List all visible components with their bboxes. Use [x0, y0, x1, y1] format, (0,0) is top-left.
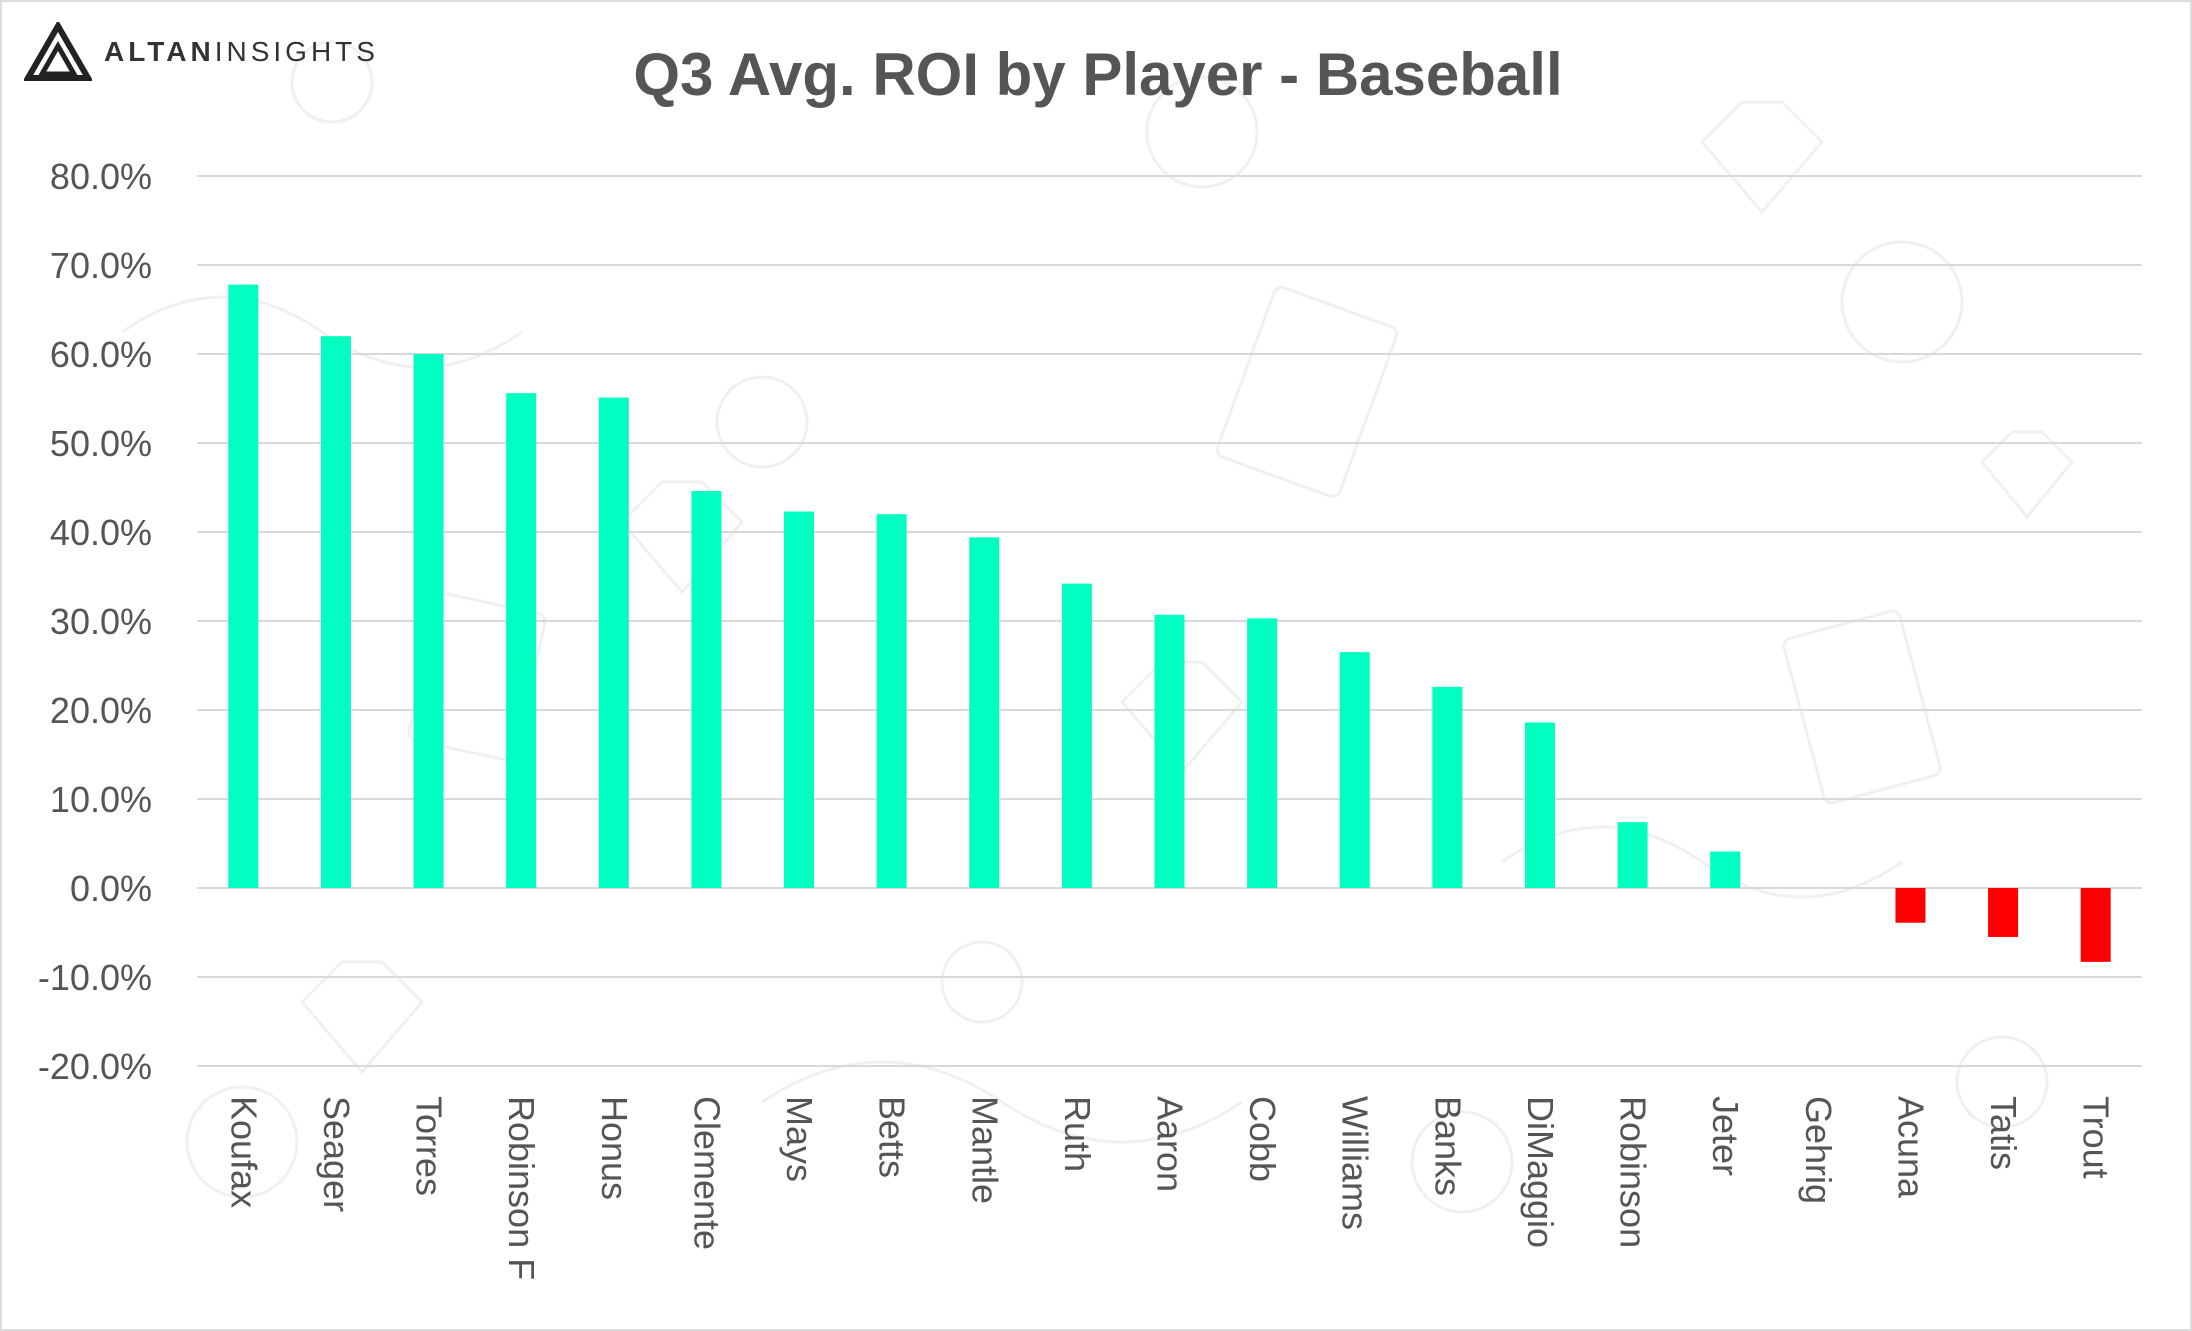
altan-triangle-logo-icon: [24, 22, 92, 81]
y-tick-label: 30.0%: [50, 601, 152, 642]
bar-clemente: [691, 491, 722, 888]
x-tick-label: Clemente: [686, 1096, 727, 1250]
bar-koufax: [228, 284, 259, 889]
x-tick-label: Robinson: [1613, 1096, 1654, 1248]
bar-acuna: [1895, 888, 1926, 923]
bar-jeter: [1710, 851, 1741, 888]
y-tick-label: 20.0%: [50, 690, 152, 731]
y-tick-label: 10.0%: [50, 779, 152, 820]
x-tick-label: Cobb: [1242, 1096, 1283, 1182]
bar-robinson-f: [506, 393, 537, 888]
x-tick-label: Honus: [594, 1096, 635, 1200]
bar-cobb: [1247, 618, 1278, 888]
x-tick-label: Trout: [2076, 1096, 2117, 1179]
bar-mays: [784, 511, 815, 888]
y-tick-label: 70.0%: [50, 245, 152, 286]
x-tick-label: Jeter: [1705, 1096, 1746, 1176]
x-tick-label: Banks: [1427, 1096, 1468, 1196]
chart-title: Q3 Avg. ROI by Player - Baseball: [633, 41, 1563, 108]
y-tick-label: -10.0%: [38, 957, 152, 998]
bar-betts: [876, 514, 907, 888]
brand-name-bold: ALTAN: [104, 36, 215, 67]
bar-torres: [413, 354, 444, 888]
x-tick-label: Mays: [779, 1096, 820, 1182]
y-tick-label: 50.0%: [50, 423, 152, 464]
bar-honus: [598, 397, 629, 888]
bar-seager: [320, 336, 351, 888]
x-tick-label: Torres: [409, 1096, 450, 1196]
y-tick-label: -20.0%: [38, 1046, 152, 1087]
x-tick-label: Acuna: [1890, 1096, 1931, 1199]
bar-banks: [1432, 686, 1463, 888]
bar-robinson: [1617, 822, 1648, 888]
brand-name: ALTANINSIGHTS: [104, 36, 379, 68]
x-tick-label: Betts: [872, 1096, 913, 1178]
x-tick-label: Seager: [316, 1096, 357, 1212]
bar-tatis: [1988, 888, 2019, 937]
bar-dimaggio: [1524, 722, 1555, 888]
brand-logo: ALTANINSIGHTS: [24, 22, 379, 82]
y-tick-label: 0.0%: [70, 868, 152, 909]
x-tick-label: Gehrig: [1798, 1096, 1839, 1204]
x-tick-label: Tatis: [1983, 1096, 2024, 1170]
bar-mantle: [969, 537, 1000, 888]
x-tick-label: Ruth: [1057, 1096, 1098, 1172]
bar-aaron: [1154, 614, 1185, 888]
y-tick-label: 60.0%: [50, 334, 152, 375]
y-tick-label: 40.0%: [50, 512, 152, 553]
x-tick-label: Aaron: [1150, 1096, 1191, 1192]
y-tick-label: 80.0%: [50, 156, 152, 197]
brand-name-light: INSIGHTS: [214, 36, 379, 67]
x-tick-label: Robinson F: [501, 1096, 542, 1280]
x-tick-label: Mantle: [964, 1096, 1005, 1204]
bar-ruth: [1061, 583, 1092, 888]
bar-trout: [2080, 888, 2111, 962]
x-tick-label: Koufax: [223, 1096, 264, 1208]
bar-williams: [1339, 652, 1370, 888]
x-tick-label: DiMaggio: [1520, 1096, 1561, 1248]
x-tick-label: Williams: [1335, 1096, 1376, 1230]
